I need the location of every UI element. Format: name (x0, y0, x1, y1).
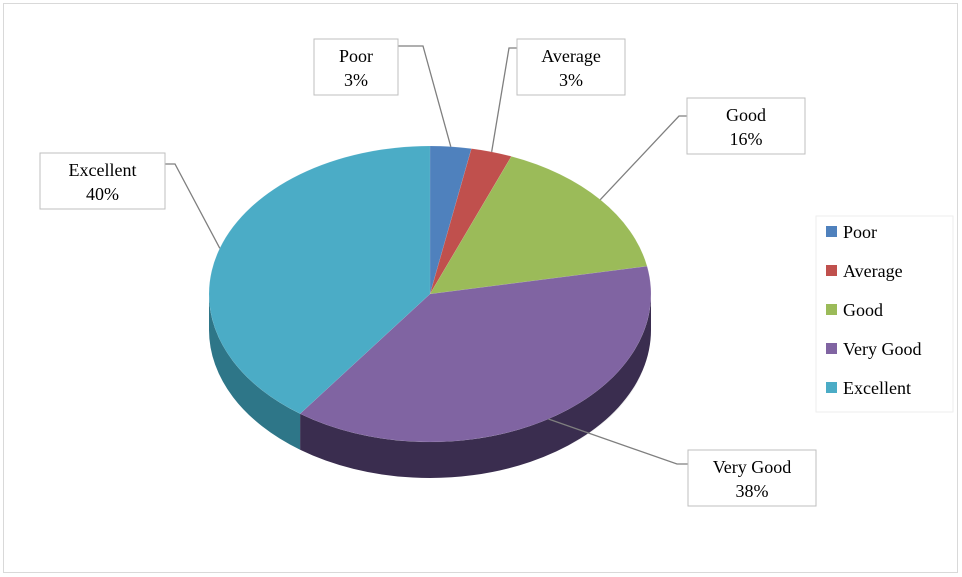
data-label-category: Good (726, 105, 766, 125)
legend-swatch (826, 382, 837, 393)
legend-label: Excellent (843, 378, 911, 398)
legend-label: Good (843, 300, 883, 320)
legend-swatch (826, 304, 837, 315)
data-label-percent: 3% (344, 70, 368, 90)
legend-item-average: Average (826, 261, 903, 281)
data-label-good: Good 16% (686, 97, 806, 155)
data-label-percent: 3% (559, 70, 583, 90)
data-label-percent: 16% (730, 129, 763, 149)
data-label-average: Average 3% (516, 38, 626, 96)
legend-item-poor: Poor (826, 222, 877, 242)
legend-item-good: Good (826, 300, 883, 320)
data-label-box (39, 152, 166, 210)
pie-slices (208, 145, 652, 443)
legend-item-very-good: Very Good (826, 339, 922, 359)
data-label-category: Poor (339, 46, 373, 66)
data-label-box (313, 38, 399, 96)
data-label-category: Excellent (69, 160, 137, 180)
data-label-category: Very Good (713, 457, 792, 477)
data-label-percent: 40% (86, 184, 119, 204)
legend: Poor Average Good Very Good Excellent (815, 215, 954, 413)
leader-line-poor (398, 45, 452, 147)
legend-label: Very Good (843, 339, 922, 359)
pie-chart: Poor 3% Average 3% Good 16% Very Good 38% Excell… (39, 38, 954, 507)
legend-swatch (826, 265, 837, 276)
data-labels: Poor 3% Average 3% Good 16% Very Good 38% Excell… (39, 38, 817, 507)
pie-slice-excellent (208, 145, 431, 415)
legend-label: Average (843, 261, 903, 281)
legend-swatch (826, 343, 837, 354)
legend-swatch (826, 226, 837, 237)
data-label-category: Average (541, 46, 601, 66)
chart-frame: Poor 3% Average 3% Good 16% Very Good 38% Excell… (3, 3, 958, 573)
leader-line-very-good (548, 418, 688, 465)
pie-slice-very-good (299, 265, 652, 443)
legend-label: Poor (843, 222, 877, 242)
data-label-excellent: Excellent 40% (39, 152, 166, 210)
data-label-very-good: Very Good 38% (687, 449, 817, 507)
pie-side-excellent (209, 294, 301, 450)
data-label-box (686, 97, 806, 155)
data-label-poor: Poor 3% (313, 38, 399, 96)
leader-line-excellent (165, 163, 221, 249)
leader-line-good (599, 115, 687, 201)
leader-lines (165, 45, 688, 465)
data-label-percent: 38% (736, 481, 769, 501)
leader-line-average (491, 47, 517, 152)
data-label-box (687, 449, 817, 507)
pie-side-very-good (300, 294, 651, 479)
legend-item-excellent: Excellent (826, 378, 911, 398)
data-label-box (516, 38, 626, 96)
